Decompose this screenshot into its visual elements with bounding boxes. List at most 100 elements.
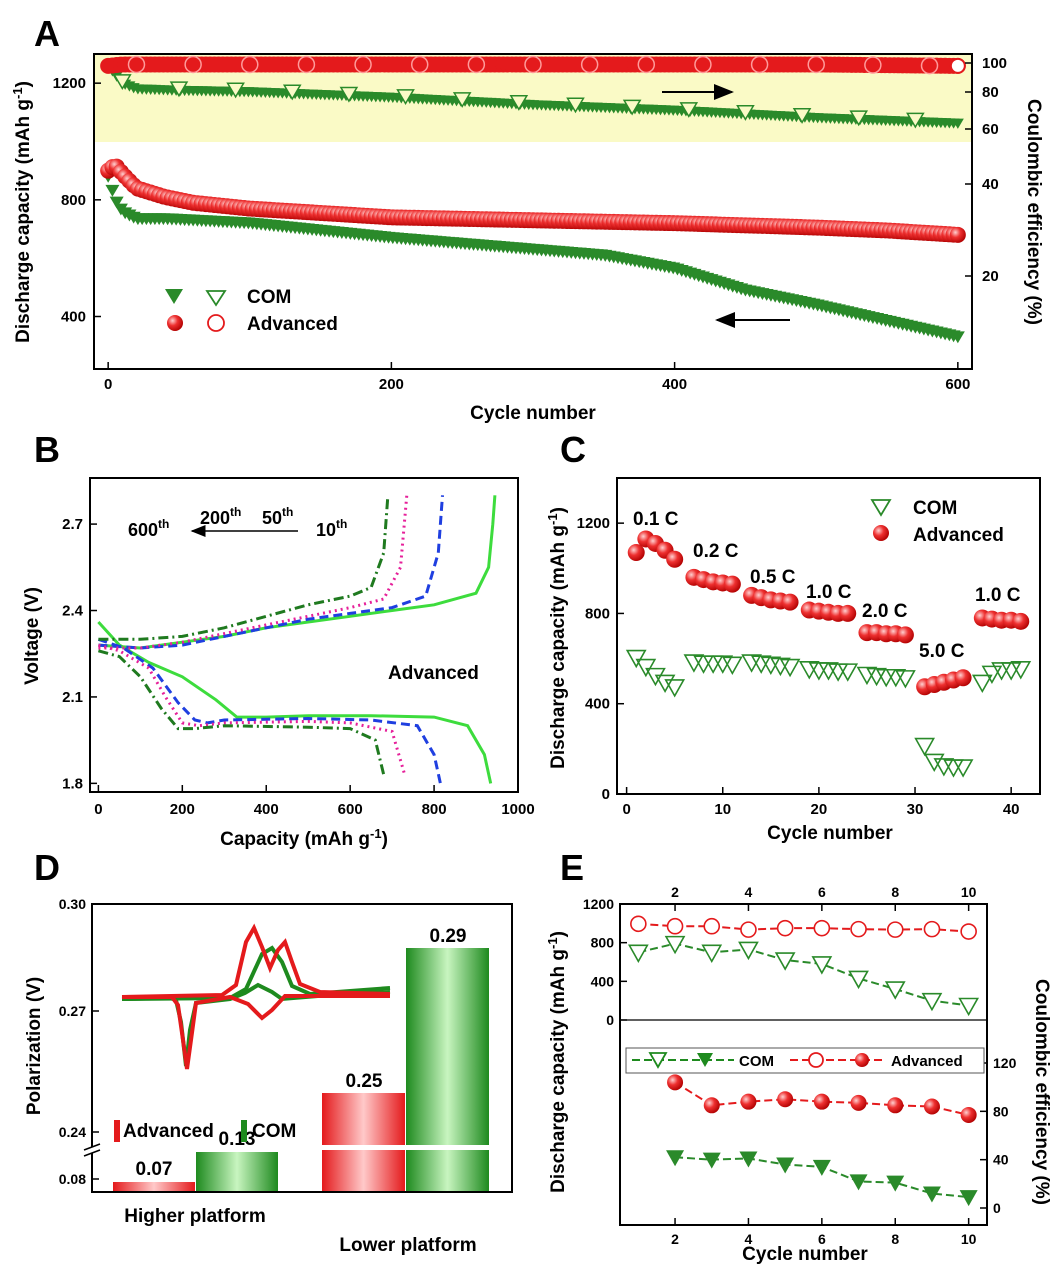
curve-50th-discharge [97,637,442,784]
advanced-efficiency-open-point [184,55,202,74]
legend-com-open-e [648,1052,668,1069]
axis-ticks-b: 0 200 400 600 800 1000 1.8 2.1 2.4 2.7 [62,516,535,818]
com-efficiency-point [849,1174,868,1191]
rate-label: 5.0 C [919,641,965,662]
cv-curve-advanced-upper [121,923,391,999]
c-ytick-label: 800 [585,605,610,622]
e-y2tick-label: 120 [993,1055,1017,1071]
curve-600th-discharge [98,649,386,776]
b-xtick-label: 200 [170,801,195,818]
com-rate-point [818,662,839,681]
axis-break-band [322,1145,490,1150]
advanced-efficiency-point [923,1098,940,1115]
advanced-capacity-point [740,921,757,938]
panel-label-b: B [34,429,60,470]
a-ytick-label: 800 [61,192,86,209]
com-efficiency-open-point [452,92,472,108]
legend-adv-label-d: Advanced [123,1121,214,1142]
x-axis-label-e: Cycle number [742,1244,868,1265]
cv-curve-com-upper [121,945,391,1001]
e-ytick-label: 800 [591,935,615,951]
advanced-rate-point [1012,612,1030,630]
com-rate-point [779,658,801,678]
advanced-efficiency-open-point [241,55,259,74]
panel-label-e: E [560,847,584,888]
com-capacity-point [627,944,649,963]
com-rate-point [664,679,686,698]
com-efficiency-open-point [226,82,245,99]
legend-adv-label-e: Advanced [891,1053,963,1070]
value-label-lower-com: 0.29 [430,926,467,947]
com-rate-point [914,737,936,757]
legend-com-filled-e [697,1053,713,1067]
category-label-lower: Lower platform [339,1235,476,1256]
b-xtick-label: 800 [422,801,447,818]
advanced-efficiency-point [887,1097,904,1114]
panel-a: A 0 200 400 600 400 800 1200 20 40 60 80 100 Cycle … [10,13,1044,424]
com-efficiency-open-point [113,74,132,90]
d-ticklabel-027: 0.27 [59,1003,86,1019]
y2-axis-label-e: Coulombic efficiency (%) [1031,979,1052,1205]
rate-label: 1.0 C [806,582,852,603]
bar-higher-com [196,1152,278,1192]
legend-adv-swatch-d [114,1120,120,1142]
plot-b-curves [97,495,497,784]
legend-adv-filled-marker [167,315,183,331]
panel-b: B 0 200 400 600 800 1000 1.8 2.1 2.4 2.7 Capacity… [22,429,535,850]
com-efficiency-point [886,1175,905,1192]
advanced-rate-point [723,575,741,593]
com-efficiency-point [951,118,964,129]
com-rate-point [645,667,666,687]
com-efficiency-open-point [566,97,585,114]
com-rate-point [981,665,1003,685]
com-efficiency-open-point [169,81,189,98]
e-ytick-label: 0 [606,1012,614,1028]
advanced-efficiency-open-point [467,55,486,74]
advanced-efficiency-point [813,1093,830,1110]
e-y2tick-label: 40 [993,1152,1009,1168]
y-axis-label-e: Discharge capacity (mAh g-1) [545,931,569,1193]
com-rate-point [635,658,657,678]
value-label-higher-com: 0.13 [219,1129,256,1150]
com-rate-point [895,670,916,689]
axes-frame-b [89,477,519,793]
a-xtick-label: 0 [104,376,112,393]
a-y2tick-label: 60 [982,121,999,138]
label-10th: 10th [316,517,347,540]
e-y2tick-label: 0 [993,1200,1001,1216]
b-xtick-label: 400 [254,801,279,818]
com-capacity-point [109,196,124,209]
com-efficiency-open-point [396,89,415,105]
bar-lower-advanced [322,1093,405,1192]
y-axis-label-b: Voltage (V) [22,587,43,685]
rate-label: 0.2 C [693,541,739,562]
rate-label: 2.0 C [862,601,908,622]
e-ytick-label: 1200 [583,896,614,912]
advanced-capacity-point [923,920,941,938]
com-efficiency-point [812,1159,831,1176]
advanced-efficiency-point [777,1091,794,1108]
value-label-lower-advanced: 0.25 [346,1071,383,1092]
b-ytick-label: 2.7 [62,516,83,533]
advanced-efficiency-point [703,1097,720,1114]
curve-600th-charge [98,495,390,641]
advanced-efficiency-open-point [127,55,146,74]
a-y2tick-label: 40 [982,176,999,193]
axis-ticks-e: 2 2 4 4 6 6 8 8 10 10 0 400 800 1200 0 40 80 120 [583,884,1017,1247]
c-xtick-label: 20 [811,801,828,818]
com-capacity-point [811,956,833,975]
c-ytick-label: 1200 [577,515,610,532]
advanced-rate-point [954,669,972,687]
legend-e: COM Advanced [625,1047,985,1074]
advanced-efficiency-open-point [580,55,599,74]
advanced-capacity-point [813,919,831,937]
com-capacity-point [848,970,869,990]
legend-adv-marker-c [873,525,889,541]
e-xtick-label: 6 [818,1231,826,1247]
e-y2tick-label: 80 [993,1103,1009,1119]
a-xtick-label: 600 [945,376,970,393]
com-efficiency-point [922,1186,941,1203]
com-efficiency-open-point [339,86,359,103]
